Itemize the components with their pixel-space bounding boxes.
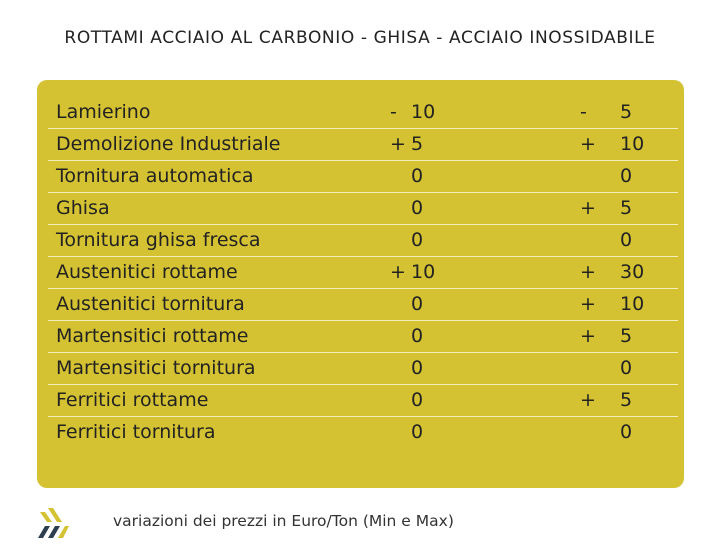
max-sign: +	[580, 197, 596, 219]
title: ROTTAMI ACCIAIO AL CARBONIO - GHISA - AC…	[64, 28, 656, 48]
footer-note: variazioni dei prezzi in Euro/Ton (Min e…	[113, 512, 454, 530]
min-sign: -	[390, 101, 397, 123]
item-name: Martensitici rottame	[56, 325, 249, 347]
item-name: Martensitici tornitura	[56, 357, 256, 379]
max-value: 5	[620, 197, 633, 219]
max-sign: +	[580, 293, 596, 315]
max-value: 10	[620, 133, 645, 155]
table-row: Demolizione Industriale +5 +10	[48, 129, 678, 161]
table-row: Austenitici tornitura 0 +10	[48, 289, 678, 321]
min-value: 10	[411, 101, 436, 123]
max-value: 0	[620, 357, 633, 379]
min-value: 0	[411, 357, 424, 379]
min-value: 0	[411, 293, 424, 315]
table-row: Lamierino -10-5	[48, 97, 678, 129]
item-name: Austenitici rottame	[56, 261, 238, 283]
min-value: 0	[411, 325, 424, 347]
rows: Lamierino -10-5 Demolizione Industriale +5 +…	[48, 97, 678, 448]
max-value: 5	[620, 101, 633, 123]
min-value: 0	[411, 197, 424, 219]
logo	[38, 508, 69, 538]
item-name: Demolizione Industriale	[56, 133, 281, 155]
item-name: Austenitici tornitura	[56, 293, 245, 315]
min-value: 5	[411, 133, 424, 155]
price-table: Lamierino -10-5 Demolizione Industriale +5 +…	[37, 80, 684, 488]
max-value: 0	[620, 229, 633, 251]
item-name: Lamierino	[56, 101, 151, 123]
table-row: Martensitici tornitura 0 0	[48, 353, 678, 385]
item-name: Tornitura ghisa fresca	[56, 229, 261, 251]
table-row: Ferritici rottame 0 +5	[48, 385, 678, 417]
min-value: 0	[411, 165, 424, 187]
table-row: Ferritici tornitura 0 0	[48, 417, 678, 448]
max-value: 30	[620, 261, 645, 283]
min-value: 0	[411, 421, 424, 443]
table-row: Tornitura ghisa fresca 0 0	[48, 225, 678, 257]
min-value: 0	[411, 389, 424, 411]
min-sign: +	[390, 261, 406, 283]
max-value: 0	[620, 421, 633, 443]
max-value: 5	[620, 389, 633, 411]
table-row: Austenitici rottame +10 +30	[48, 257, 678, 289]
max-sign: +	[580, 325, 596, 347]
max-sign: +	[580, 261, 596, 283]
table-row: Tornitura automatica 0 0	[48, 161, 678, 193]
max-value: 0	[620, 165, 633, 187]
min-value: 10	[411, 261, 436, 283]
table-row: Ghisa 0 +5	[48, 193, 678, 225]
item-name: Tornitura automatica	[56, 165, 254, 187]
max-value: 10	[620, 293, 645, 315]
max-sign: +	[580, 389, 596, 411]
item-name: Ghisa	[56, 197, 110, 219]
item-name: Ferritici tornitura	[56, 421, 216, 443]
min-value: 0	[411, 229, 424, 251]
max-value: 5	[620, 325, 633, 347]
max-sign: -	[580, 101, 587, 123]
max-sign: +	[580, 133, 596, 155]
min-sign: +	[390, 133, 406, 155]
table-row: Martensitici rottame 0 +5	[48, 321, 678, 353]
item-name: Ferritici rottame	[56, 389, 209, 411]
